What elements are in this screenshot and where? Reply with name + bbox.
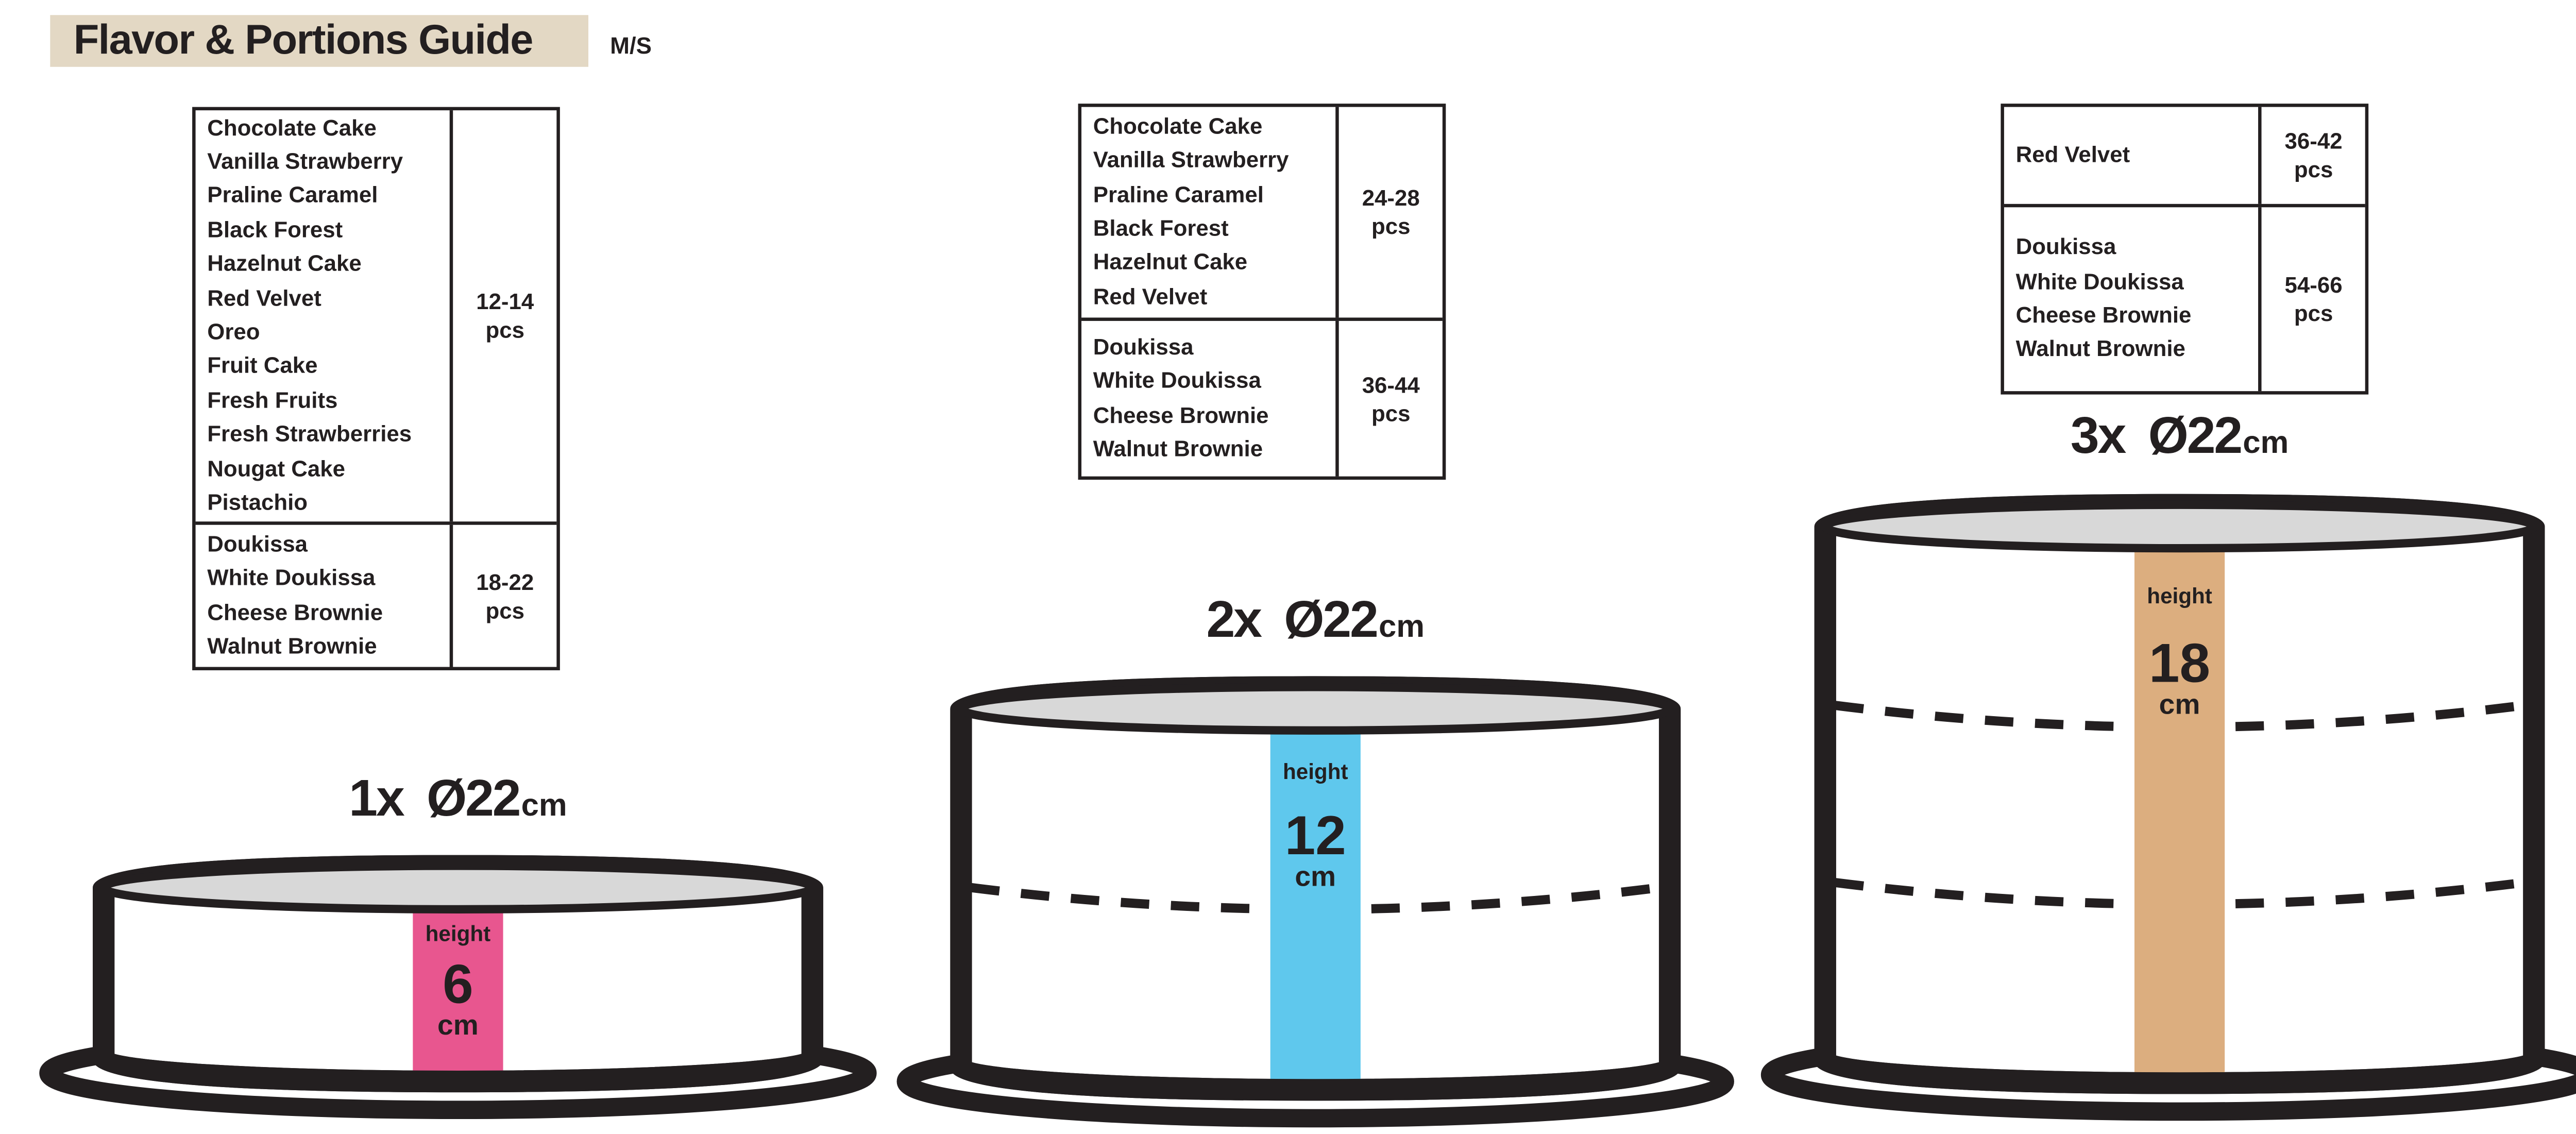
portions-value: 54-66 — [2284, 272, 2343, 298]
height-label: height — [2147, 583, 2212, 608]
portions-cell: 54-66 pcs — [2262, 207, 2365, 391]
cake-2-size-label: 2x Ø22 cm — [897, 590, 1733, 650]
cake-1-top-face — [99, 861, 817, 914]
height-label: height — [425, 921, 491, 946]
portions-cell: 12-14 pcs — [453, 110, 556, 521]
cake-2-diameter-unit: cm — [1378, 610, 1425, 646]
height-value: 18 — [2149, 632, 2211, 694]
flavor-list-cell: Chocolate Cake Vanilla Strawberry Pralin… — [1081, 107, 1340, 318]
height-value: 6 — [443, 953, 473, 1015]
portions-unit: pcs — [485, 597, 525, 623]
cake-3-height-band — [2134, 546, 2225, 1090]
cake-3-diameter: Ø22 — [2148, 406, 2243, 465]
cake-3-height-annotation: height 18 cm — [2134, 547, 2225, 1090]
portions-value: 36-42 — [2284, 128, 2343, 154]
ms-size-badge: M/S — [610, 31, 652, 59]
portions-unit: pcs — [2294, 157, 2333, 182]
portions-cell: 24-28 pcs — [1340, 107, 1443, 318]
cake-1-size-label: 1x Ø22 cm — [40, 769, 876, 829]
table-row: Doukissa White Doukissa Cheese Brownie W… — [2004, 204, 2365, 392]
portions-value: 36-44 — [1362, 371, 1420, 397]
cake-2-multiplier: 2x — [1206, 590, 1262, 649]
portions-unit: pcs — [2294, 300, 2333, 326]
flavor-list-cell: Chocolate Cake Vanilla Strawberry Pralin… — [196, 110, 454, 522]
cake-1-multiplier: 1x — [349, 769, 405, 827]
portions-value: 12-14 — [476, 289, 534, 314]
cake-3-layer-line-1 — [1835, 701, 2525, 732]
cake-3-size-label: 3x Ø22 cm — [1761, 406, 2576, 466]
height-unit: cm — [437, 1009, 479, 1042]
portions-cell: 36-44 pcs — [1340, 321, 1443, 477]
flavor-list-cell: Doukissa White Doukissa Cheese Brownie W… — [1081, 320, 1340, 477]
cake-2-illustration — [896, 676, 1734, 1128]
portions-cell: 36-42 pcs — [2262, 107, 2365, 204]
flavor-list-cell: Red Velvet — [2004, 107, 2262, 204]
table-row: Chocolate Cake Vanilla Strawberry Pralin… — [196, 110, 557, 522]
portions-unit: pcs — [485, 317, 525, 343]
flavor-list-cell: Doukissa White Doukissa Cheese Brownie W… — [2004, 207, 2262, 392]
cake-2-height-band — [1270, 729, 1361, 1097]
cake-3-top-face — [1821, 500, 2538, 553]
cake-3-illustration — [1761, 494, 2576, 1121]
portions-cell: 18-22 pcs — [453, 525, 556, 667]
cake-1-illustration — [39, 855, 877, 1120]
portions-unit: pcs — [1371, 214, 1411, 239]
height-unit: cm — [2159, 688, 2200, 721]
title-bar: Flavor & Portions Guide — [50, 15, 588, 67]
flavor-table-3x: Red Velvet 36-42 pcs Doukissa White Douk… — [2001, 104, 2369, 395]
table-row: Chocolate Cake Vanilla Strawberry Pralin… — [1081, 107, 1443, 318]
table-row: Doukissa White Doukissa Cheese Brownie W… — [1081, 317, 1443, 477]
table-row: Doukissa White Doukissa Cheese Brownie W… — [195, 521, 557, 667]
cake-2-height-annotation: height 12 cm — [1270, 729, 1361, 1097]
cake-3-diameter-unit: cm — [2243, 426, 2289, 462]
height-label: height — [1283, 758, 1348, 784]
table-row: Red Velvet 36-42 pcs — [2004, 107, 2365, 204]
cake-3-multiplier: 3x — [2070, 406, 2127, 465]
flavor-table-2x: Chocolate Cake Vanilla Strawberry Pralin… — [1078, 104, 1446, 480]
cake-2-diameter: Ø22 — [1284, 590, 1379, 649]
portions-unit: pcs — [1371, 400, 1411, 426]
cake-2-layer-line-1 — [970, 883, 1660, 914]
cake-3-layer-line-2 — [1835, 878, 2525, 909]
cake-2-top-face — [957, 683, 1674, 735]
cake-1-height-annotation: height 6 cm — [413, 908, 503, 1088]
page-title: Flavor & Portions Guide — [73, 16, 534, 64]
flavor-table-1x: Chocolate Cake Vanilla Strawberry Pralin… — [192, 107, 560, 670]
portions-value: 24-28 — [1362, 185, 1420, 211]
flavor-list-cell: Doukissa White Doukissa Cheese Brownie W… — [196, 524, 454, 667]
cake-1-diameter-unit: cm — [521, 789, 567, 824]
cake-1-height-band — [413, 907, 503, 1089]
height-unit: cm — [1295, 860, 1336, 893]
portions-value: 18-22 — [476, 569, 534, 595]
height-value: 12 — [1284, 804, 1346, 866]
cake-1-diameter: Ø22 — [426, 769, 521, 827]
